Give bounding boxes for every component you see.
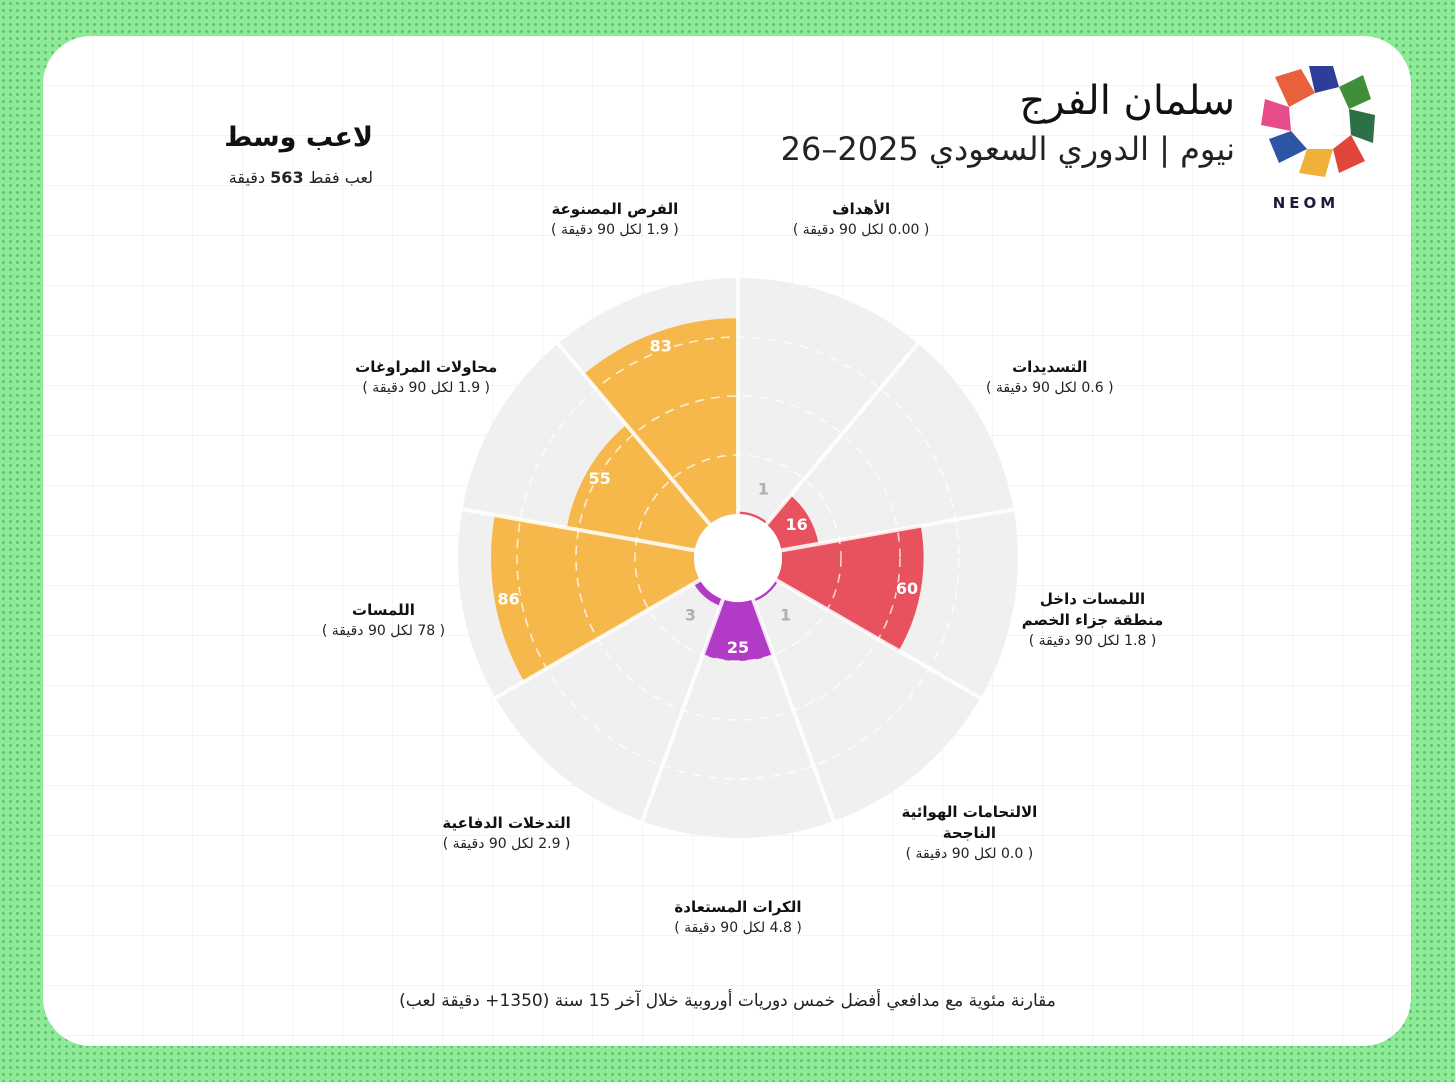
value-label-1: 1 — [758, 479, 769, 498]
category-per90: ( 4.8 لكل 90 دقيقة ) — [674, 920, 802, 936]
bar-5 — [702, 599, 774, 661]
sector-separator — [764, 337, 924, 526]
gridline-50 — [575, 395, 901, 721]
bar-8 — [566, 424, 710, 551]
value-label-7: 86 — [497, 589, 519, 608]
minutes-played: لعب فقط 563 دقيقة — [229, 168, 373, 187]
category-title: الناجحة — [942, 824, 997, 843]
sector-separator — [751, 598, 838, 828]
neom-logo-icon — [1261, 66, 1375, 177]
value-label-6: 3 — [685, 606, 696, 625]
bar-6 — [693, 580, 723, 606]
category-title: محاولات المراوغات — [355, 358, 498, 376]
category-per90: ( 1.8 لكل 90 دقيقة ) — [1028, 633, 1157, 649]
player-name: سلمان الفرج — [1019, 78, 1235, 124]
category-label-7: اللمسات ( 78 لكل 90 دقيقة ) — [322, 600, 445, 642]
bar-3 — [776, 525, 924, 651]
category-title: التسديدات — [1012, 358, 1088, 376]
value-label-2: 16 — [786, 515, 808, 534]
bar-7 — [491, 515, 700, 682]
category-per90: ( 0.6 لكل 90 دقيقة ) — [985, 380, 1114, 396]
neom-wordmark: NEOM — [1272, 194, 1340, 212]
category-label-5: الكرات المستعادة ( 4.8 لكل 90 دقيقة ) — [674, 897, 802, 939]
category-title: الأهداف — [832, 199, 891, 218]
sector-separator — [489, 578, 701, 703]
category-per90: ( 1.9 لكل 90 دقيقة ) — [362, 380, 491, 396]
value-label-4: 1 — [780, 606, 791, 625]
category-per90: ( 0.0 لكل 90 دقيقة ) — [905, 846, 1034, 863]
category-per90: ( 1.9 لكل 90 دقيقة ) — [551, 221, 679, 238]
category-label-2: التسديدات ( 0.6 لكل 90 دقيقة ) — [986, 357, 1114, 399]
category-per90: ( 2.9 لكل 90 دقيقة ) — [442, 835, 571, 852]
category-per90: ( 78 لكل 90 دقيقة ) — [321, 622, 446, 639]
category-title: الفرص المصنوعة — [551, 199, 679, 218]
category-title: التدخلات الدفاعية — [442, 813, 571, 832]
value-label-3: 60 — [896, 579, 918, 598]
sector-separator — [455, 506, 696, 553]
value-label-5: 25 — [727, 638, 749, 657]
category-label-9: الفرص المصنوعة ( 1.9 لكل 90 دقيقة ) — [551, 199, 679, 241]
bar-4 — [753, 580, 779, 602]
category-per90: ( 0.00 لكل 90 دقيقة ) — [792, 221, 930, 238]
category-title: الالتحامات الهوائية — [901, 803, 1038, 822]
club-season-subtitle: نيوم | الدوري السعودي 2025–26 — [780, 130, 1235, 168]
category-title: اللمسات داخل — [1039, 590, 1146, 608]
value-label-9: 83 — [650, 337, 672, 356]
player-position: لاعب وسط — [224, 122, 373, 153]
minutes-suffix: دقيقة — [228, 168, 266, 187]
chart-center-hole — [694, 514, 782, 602]
minutes-value: 563 — [270, 168, 304, 187]
category-label-1: الأهداف ( 0.00 لكل 90 دقيقة ) — [793, 199, 930, 241]
sector-separator — [638, 598, 725, 828]
category-title: اللمسات — [352, 600, 415, 619]
category-label-8: محاولات المراوغات ( 1.9 لكل 90 دقيقة ) — [355, 357, 497, 399]
minutes-prefix: لعب فقط — [308, 168, 373, 187]
comparison-footnote: مقارنة مئوية مع مدافعي أفضل خمس دوريات أ… — [399, 991, 1056, 1011]
category-label-3: اللمسات داخل منطقة جزاء الخصم ( 1.8 لكل 90… — [1022, 589, 1163, 652]
sector-separator — [552, 337, 712, 526]
category-title: الكرات المستعادة — [674, 898, 802, 916]
sector-separator — [775, 578, 987, 703]
value-label-8: 55 — [588, 469, 610, 488]
category-label-4: الالتحامات الهوائية الناجحة ( 0.0 لكل 90 د… — [901, 802, 1037, 865]
category-label-6: التدخلات الدفاعية ( 2.9 لكل 90 دقيقة ) — [442, 813, 570, 855]
category-title: منطقة جزاء الخصم — [1021, 611, 1164, 629]
sector-separator — [780, 506, 1021, 553]
